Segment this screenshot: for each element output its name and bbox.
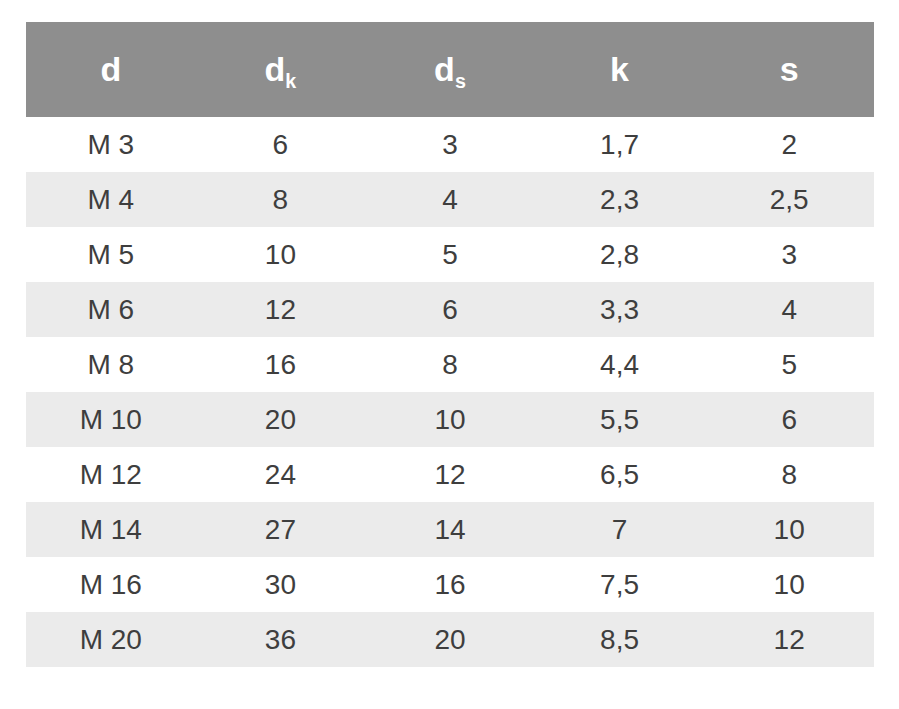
header-subscript: s — [455, 70, 466, 92]
table-cell: 12 — [704, 612, 874, 667]
header-label: d — [100, 50, 121, 88]
table-body: M 3631,72M 4842,32,5M 51052,83M 61263,34… — [26, 117, 874, 667]
table-cell: 2,5 — [704, 172, 874, 227]
table-cell: 6,5 — [535, 447, 705, 502]
table-cell: 6 — [704, 392, 874, 447]
table-cell: 4 — [704, 282, 874, 337]
table-row: M 3631,72 — [26, 117, 874, 172]
table-cell: 3 — [365, 117, 535, 172]
table-row: M 1020105,56 — [26, 392, 874, 447]
table-cell: 5,5 — [535, 392, 705, 447]
table-cell: M 10 — [26, 392, 196, 447]
table-header: ddkdsks — [26, 22, 874, 117]
table-cell: M 4 — [26, 172, 196, 227]
table-cell: 2,8 — [535, 227, 705, 282]
header-cell-s: s — [704, 22, 874, 117]
table-cell: 6 — [196, 117, 366, 172]
table-row: M 1630167,510 — [26, 557, 874, 612]
table-row: M 2036208,512 — [26, 612, 874, 667]
table-cell: 16 — [196, 337, 366, 392]
table-cell: 24 — [196, 447, 366, 502]
header-row: ddkdsks — [26, 22, 874, 117]
header-label: d — [265, 50, 286, 88]
table-cell: M 6 — [26, 282, 196, 337]
table-cell: M 16 — [26, 557, 196, 612]
table-cell: 20 — [365, 612, 535, 667]
table-cell: 6 — [365, 282, 535, 337]
header-label: s — [780, 50, 799, 88]
header-cell-d: d — [26, 22, 196, 117]
table-cell: 14 — [365, 502, 535, 557]
table-cell: 3 — [704, 227, 874, 282]
header-label: k — [610, 50, 629, 88]
table-cell: M 20 — [26, 612, 196, 667]
table-cell: 36 — [196, 612, 366, 667]
table-cell: M 12 — [26, 447, 196, 502]
table-cell: 2 — [704, 117, 874, 172]
table-cell: 27 — [196, 502, 366, 557]
table-cell: 10 — [196, 227, 366, 282]
table-cell: 10 — [704, 557, 874, 612]
table-cell: 12 — [196, 282, 366, 337]
table-cell: 8 — [704, 447, 874, 502]
table-cell: 4 — [365, 172, 535, 227]
table-row: M 4842,32,5 — [26, 172, 874, 227]
table-cell: 10 — [365, 392, 535, 447]
screw-dimensions-table: ddkdsks M 3631,72M 4842,32,5M 51052,83M … — [26, 22, 874, 667]
header-cell-ds: ds — [365, 22, 535, 117]
table-cell: M 8 — [26, 337, 196, 392]
table-cell: 5 — [365, 227, 535, 282]
table-cell: 16 — [365, 557, 535, 612]
table-cell: 20 — [196, 392, 366, 447]
table-row: M 81684,45 — [26, 337, 874, 392]
table-cell: 8 — [196, 172, 366, 227]
table-cell: 5 — [704, 337, 874, 392]
header-subscript: k — [285, 70, 296, 92]
table-cell: M 5 — [26, 227, 196, 282]
table-cell: 30 — [196, 557, 366, 612]
table-row: M 142714710 — [26, 502, 874, 557]
header-label: d — [434, 50, 455, 88]
table-cell: 1,7 — [535, 117, 705, 172]
table-cell: 10 — [704, 502, 874, 557]
table-cell: 12 — [365, 447, 535, 502]
table-cell: 4,4 — [535, 337, 705, 392]
header-cell-dk: dk — [196, 22, 366, 117]
table-cell: 8 — [365, 337, 535, 392]
table-row: M 1224126,58 — [26, 447, 874, 502]
table-cell: 8,5 — [535, 612, 705, 667]
page: ddkdsks M 3631,72M 4842,32,5M 51052,83M … — [0, 0, 899, 709]
table-cell: 7 — [535, 502, 705, 557]
table-cell: 2,3 — [535, 172, 705, 227]
table-cell: 3,3 — [535, 282, 705, 337]
table-row: M 51052,83 — [26, 227, 874, 282]
table-cell: 7,5 — [535, 557, 705, 612]
header-cell-k: k — [535, 22, 705, 117]
table-row: M 61263,34 — [26, 282, 874, 337]
table-cell: M 3 — [26, 117, 196, 172]
table-cell: M 14 — [26, 502, 196, 557]
